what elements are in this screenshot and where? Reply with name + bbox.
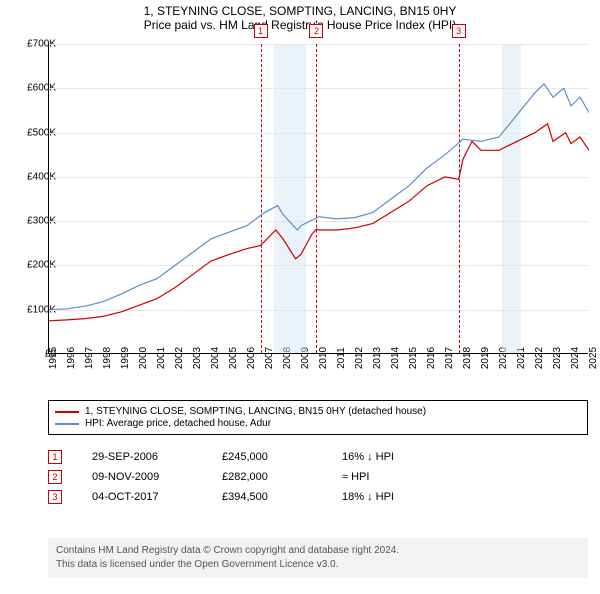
chart-plot-area: 123 — [48, 44, 588, 354]
sale-delta-3: 18% ↓ HPI — [342, 491, 442, 503]
legend-box: 1, STEYNING CLOSE, SOMPTING, LANCING, BN… — [48, 400, 588, 435]
sale-marker-1: 1 — [48, 450, 62, 464]
sale-delta-1: 16% ↓ HPI — [342, 451, 442, 463]
footer-licence: Contains HM Land Registry data © Crown c… — [48, 538, 588, 578]
sale-row-1: 1 29-SEP-2006 £245,000 16% ↓ HPI — [48, 450, 588, 464]
line-series-svg — [49, 44, 589, 354]
legend-swatch-property — [55, 411, 79, 413]
legend-swatch-hpi — [55, 423, 79, 425]
sale-marker-box: 3 — [452, 24, 466, 38]
footer-line1: Contains HM Land Registry data © Crown c… — [56, 544, 580, 558]
footer-line2: This data is licensed under the Open Gov… — [56, 558, 580, 572]
sale-date-3: 04-OCT-2017 — [92, 491, 192, 503]
series-property_price — [49, 124, 589, 321]
sale-delta-2: ≈ HPI — [342, 471, 442, 483]
sale-marker-3: 3 — [48, 490, 62, 504]
series-hpi_adur_detached — [49, 84, 589, 310]
sale-price-3: £394,500 — [222, 491, 312, 503]
sales-table: 1 29-SEP-2006 £245,000 16% ↓ HPI 2 09-NO… — [48, 444, 588, 510]
sale-marker-box: 1 — [254, 24, 268, 38]
legend-label-property: 1, STEYNING CLOSE, SOMPTING, LANCING, BN… — [85, 406, 426, 417]
chart-title-line2: Price paid vs. HM Land Registry's House … — [0, 18, 600, 32]
sale-date-1: 29-SEP-2006 — [92, 451, 192, 463]
sale-row-3: 3 04-OCT-2017 £394,500 18% ↓ HPI — [48, 490, 588, 504]
sale-marker-2: 2 — [48, 470, 62, 484]
sale-row-2: 2 09-NOV-2009 £282,000 ≈ HPI — [48, 470, 588, 484]
sale-date-2: 09-NOV-2009 — [92, 471, 192, 483]
legend-label-hpi: HPI: Average price, detached house, Adur — [85, 418, 271, 429]
sale-price-1: £245,000 — [222, 451, 312, 463]
legend-item-property: 1, STEYNING CLOSE, SOMPTING, LANCING, BN… — [55, 406, 581, 417]
sale-marker-box: 2 — [309, 24, 323, 38]
sale-price-2: £282,000 — [222, 471, 312, 483]
chart-title-line1: 1, STEYNING CLOSE, SOMPTING, LANCING, BN… — [0, 4, 600, 18]
legend-item-hpi: HPI: Average price, detached house, Adur — [55, 418, 581, 429]
x-axis-label: 2025 — [588, 347, 599, 369]
